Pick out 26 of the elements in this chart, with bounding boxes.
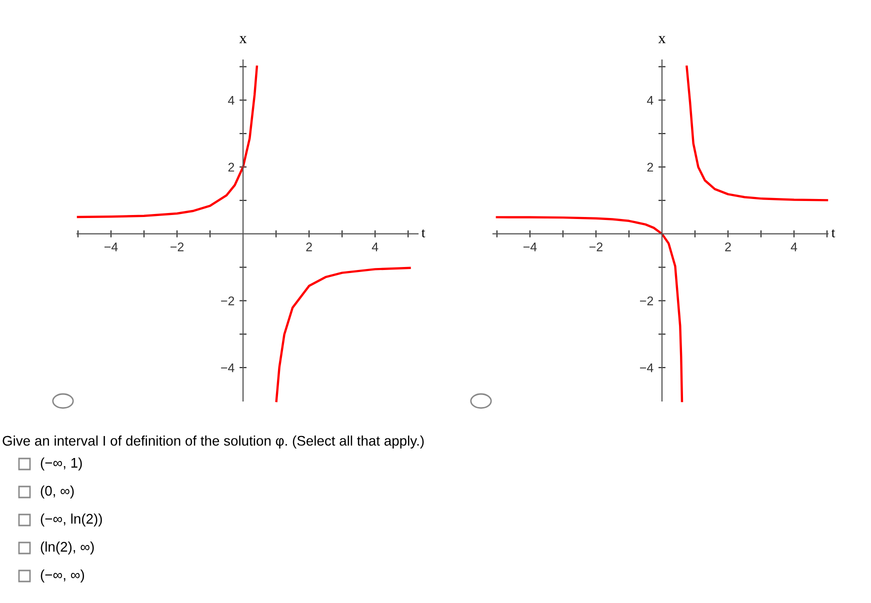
x-tick-label: 2 [306, 242, 312, 252]
y-tick-label: 2 [228, 162, 234, 172]
x-axis-title: t [831, 229, 836, 238]
x-tick-label: −4 [104, 242, 118, 252]
x-tick-label: 2 [725, 242, 731, 252]
x-tick-label: −2 [589, 242, 602, 252]
x-axis-title: t [422, 229, 426, 238]
x-tick-label: −2 [170, 242, 184, 252]
x-tick-label: −4 [523, 242, 537, 252]
x-tick-label: 4 [372, 242, 378, 252]
y-tick-label: −4 [221, 364, 234, 372]
y-tick-label: 4 [228, 96, 234, 105]
x-tick-label: 4 [790, 242, 798, 252]
y-tick-label: 4 [646, 96, 654, 105]
text: (−∞, 1) [40, 458, 82, 470]
y-tick-label: −2 [640, 296, 654, 306]
text: (0, ∞) [40, 486, 74, 498]
y-axis-title: x [239, 36, 247, 44]
text: Give an interval I of definition of the solution φ. (Select all that apply.) [2, 436, 424, 448]
y-axis-title: x [658, 36, 666, 44]
text: (−∞, ln(2)) [40, 514, 102, 526]
text: (ln(2), ∞) [40, 542, 94, 554]
text: (−∞, ∞) [40, 570, 84, 582]
y-tick-label: −2 [221, 296, 234, 306]
y-tick-label: −4 [640, 364, 654, 372]
y-tick-label: 2 [647, 162, 654, 172]
